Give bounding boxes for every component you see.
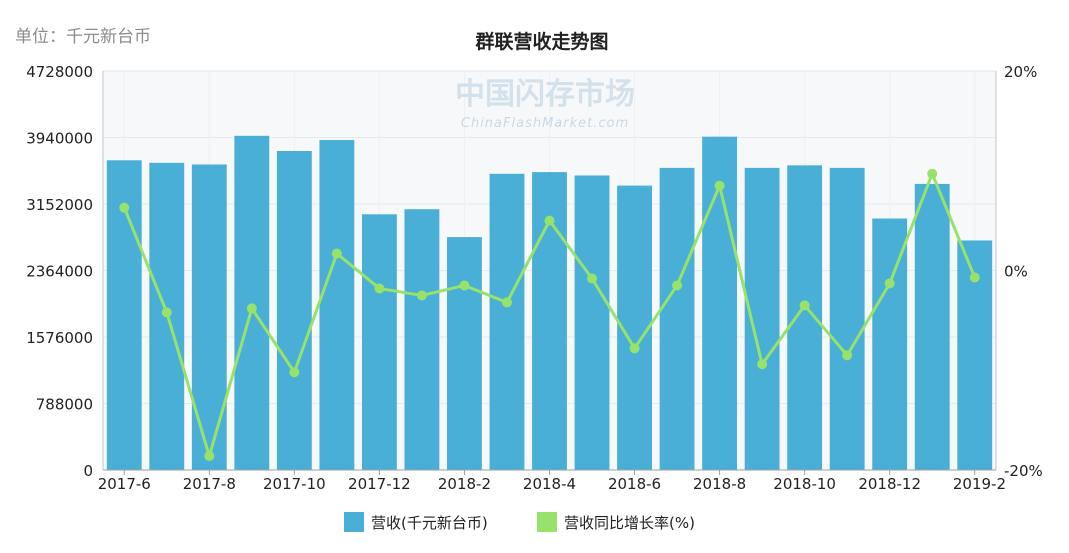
growth-point-2018-9[interactable] [757, 359, 768, 370]
legend-label-growth: 营收同比增长率(%) [564, 514, 695, 532]
chart-title: 群联营收走势图 [474, 30, 608, 53]
growth-point-2018-11[interactable] [842, 350, 853, 361]
growth-point-2018-7[interactable] [672, 280, 683, 291]
right-tick-label-1: 0% [1004, 263, 1028, 281]
left-tick-label-4: 3152000 [26, 196, 93, 214]
right-tick-label-0: -20% [1004, 462, 1043, 480]
bar-2018-7[interactable] [659, 167, 695, 470]
legend-swatch-revenue [344, 512, 364, 532]
left-tick-label-0: 0 [83, 462, 93, 480]
growth-point-2017-10[interactable] [289, 367, 300, 378]
growth-point-2018-2[interactable] [459, 280, 470, 291]
growth-point-2017-6[interactable] [119, 202, 130, 213]
bar-2017-12[interactable] [361, 214, 397, 470]
x-tick-label-9: 2018-12 [858, 475, 921, 493]
right-axis-ticks: -20% 0% 20% [1004, 63, 1043, 480]
x-tick-label-10: 2019-2 [953, 475, 1006, 493]
unit-label: 单位：千元新台币 [15, 27, 151, 47]
legend-swatch-growth [537, 512, 557, 532]
left-tick-label-2: 1576000 [26, 329, 93, 347]
legend: 营收(千元新台币) 营收同比增长率(%) [344, 512, 695, 532]
growth-point-2018-3[interactable] [501, 297, 512, 308]
left-tick-label-1: 788000 [36, 396, 93, 414]
bar-2018-2[interactable] [447, 237, 482, 470]
x-tick-label-6: 2018-6 [608, 475, 661, 493]
x-tick-label-1: 2017-8 [183, 475, 236, 493]
watermark-url-text: ChinaFlashMarket.com [461, 116, 629, 131]
x-axis-ticks: 2017-6 2017-8 2017-10 2017-12 2018-2 2018-4 20… [98, 470, 1006, 493]
growth-point-2018-12[interactable] [884, 278, 895, 289]
bar-2018-1[interactable] [404, 209, 440, 470]
growth-point-2018-8[interactable] [714, 180, 725, 191]
growth-point-2017-9[interactable] [246, 303, 257, 314]
bar-2018-3[interactable] [489, 173, 525, 470]
growth-point-2017-12[interactable] [374, 283, 385, 294]
legend-label-revenue: 营收(千元新台币) [371, 514, 488, 532]
line-series [119, 168, 980, 462]
growth-point-2017-7[interactable] [161, 307, 172, 318]
bar-2018-5[interactable] [574, 175, 610, 470]
growth-point-2018-4[interactable] [544, 215, 555, 226]
growth-point-2017-8[interactable] [204, 451, 215, 462]
bar-2017-8[interactable] [191, 164, 227, 471]
left-tick-label-6: 4728000 [26, 63, 93, 81]
left-tick-label-5: 3940000 [26, 130, 93, 148]
bar-2019-1[interactable] [914, 183, 950, 470]
growth-point-2019-2[interactable] [969, 272, 980, 283]
bar-2017-10[interactable] [276, 151, 312, 470]
left-axis-ticks: 0 788000 1576000 2364000 3152000 3940000 47280… [26, 63, 93, 480]
bar-2018-11[interactable] [829, 167, 865, 470]
bar-2017-9[interactable] [234, 135, 270, 470]
x-tick-label-0: 2017-6 [98, 475, 151, 493]
bar-2018-12[interactable] [872, 218, 908, 470]
growth-point-2018-1[interactable] [416, 290, 427, 301]
bar-2017-11[interactable] [319, 140, 355, 470]
right-tick-label-2: 20% [1004, 63, 1037, 81]
x-tick-label-2: 2017-10 [263, 475, 326, 493]
growth-point-2017-11[interactable] [331, 248, 342, 259]
growth-point-2018-6[interactable] [629, 343, 640, 354]
left-tick-label-3: 2364000 [26, 263, 93, 281]
x-tick-label-7: 2018-8 [693, 475, 746, 493]
watermark-logo-text: 中国闪存市场 [455, 77, 635, 112]
growth-point-2018-10[interactable] [799, 300, 810, 311]
growth-point-2018-5[interactable] [587, 273, 598, 284]
growth-point-2019-1[interactable] [927, 168, 938, 179]
x-tick-label-5: 2018-4 [523, 475, 576, 493]
x-tick-label-4: 2018-2 [438, 475, 491, 493]
x-tick-label-8: 2018-10 [773, 475, 836, 493]
bar-2018-8[interactable] [702, 136, 738, 470]
bar-series [106, 135, 993, 471]
x-tick-label-3: 2017-12 [348, 475, 411, 493]
